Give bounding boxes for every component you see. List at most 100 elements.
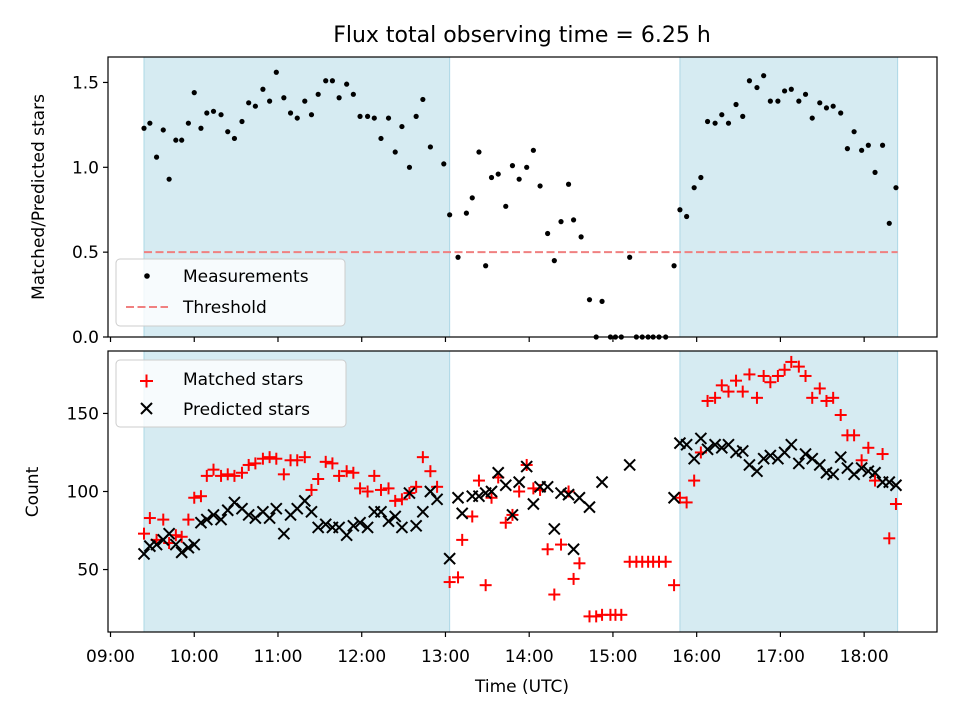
predicted-star-point <box>430 493 444 506</box>
measurement-point <box>733 101 739 108</box>
predicted-star-point <box>175 546 188 559</box>
measurement-point <box>740 113 746 119</box>
matched-star-point <box>361 485 374 498</box>
matched-star-point <box>354 482 367 495</box>
shaded-region <box>679 350 899 633</box>
predicted-star-point <box>573 491 586 504</box>
matched-star-point <box>277 468 290 481</box>
matched-star-point <box>188 491 201 504</box>
predicted-star-point <box>150 538 163 551</box>
predicted-star-point <box>667 491 681 504</box>
matched-star-point <box>182 513 195 526</box>
matched-star-point <box>555 538 568 551</box>
matched-star-point <box>194 490 207 503</box>
matched-star-point <box>806 391 819 404</box>
matched-star-point <box>249 457 262 470</box>
matched-star-point <box>715 379 728 392</box>
matched-star-point <box>456 533 469 546</box>
matched-star-point <box>452 571 465 584</box>
measurement-point <box>712 120 718 126</box>
measurement-point <box>323 78 329 84</box>
measurement-point <box>809 115 815 121</box>
measurement-point <box>503 203 509 209</box>
predicted-star-point <box>583 500 596 514</box>
measurement-point <box>406 164 413 170</box>
matched-star-point <box>792 360 805 373</box>
measurement-point <box>586 297 593 303</box>
measurement-point <box>447 212 453 218</box>
measurement-point <box>273 69 279 75</box>
measurement-point <box>141 125 147 131</box>
measurement-point <box>823 105 830 111</box>
predicted-star-point <box>188 538 201 551</box>
predicted-star-point <box>182 541 195 554</box>
measurement-point <box>441 161 447 167</box>
matched-star-point <box>291 454 304 467</box>
measurement-point <box>551 258 557 264</box>
measurement-point <box>788 86 794 92</box>
matched-star-point <box>207 463 220 476</box>
predicted-star-point <box>361 521 374 534</box>
measurement-point <box>267 98 273 104</box>
measurement-point <box>725 120 732 126</box>
measurement-point <box>781 88 788 94</box>
measurement-point <box>166 176 172 182</box>
y-tick-label: 100 <box>67 483 99 503</box>
predicted-star-point <box>883 475 896 489</box>
x-tick-label: 12:00 <box>337 647 386 667</box>
matched-star-point <box>813 382 826 395</box>
matched-star-point <box>431 480 444 493</box>
matched-star-point <box>326 457 339 470</box>
matched-star-point <box>298 451 311 464</box>
predicted-star-point <box>764 449 777 462</box>
bottom-x-axis: 09:00 10:00 11:00 12:00 13:00 14:00 15:00 16:00… <box>86 632 889 667</box>
top-legend: Measurements Threshold <box>115 258 346 327</box>
measurement-point <box>294 115 300 121</box>
measurement-point <box>565 181 572 187</box>
matched-star-point <box>368 469 381 482</box>
predicted-star-point <box>492 466 505 479</box>
matched-star-point <box>750 391 763 404</box>
matched-star-point <box>848 429 861 442</box>
matched-star-point <box>659 555 672 568</box>
measurement-point <box>893 185 899 191</box>
predicted-star-point <box>263 511 276 525</box>
predicted-star-point <box>889 479 903 492</box>
predicted-star-point <box>485 485 498 498</box>
predicted-star-point <box>214 513 228 526</box>
measurement-point <box>364 113 371 119</box>
measurement-point <box>399 123 405 130</box>
x-tick-label: 09:00 <box>86 647 135 667</box>
predicted-star-point <box>595 475 609 489</box>
measurement-point <box>231 135 238 142</box>
measurement-point <box>879 142 886 148</box>
chart-title: Flux total observing time = 6.25 h <box>333 23 711 48</box>
predicted-star-point <box>834 450 847 464</box>
measurement-point <box>775 98 781 104</box>
matched-star-point <box>347 466 360 479</box>
predicted-star-point <box>855 461 868 475</box>
measurement-point <box>357 113 363 119</box>
measurement-point <box>420 96 426 103</box>
matched-star-point <box>883 532 896 545</box>
predicted-star-point <box>456 507 469 520</box>
measurement-point <box>344 81 350 87</box>
measurement-point <box>308 112 315 118</box>
bottom-panel: 50 100 150 09:00 10:00 11:00 12:00 13:00 14:00 1… <box>23 350 938 697</box>
measurement-point <box>851 129 857 135</box>
measurement-point <box>488 174 495 181</box>
matched-star-point <box>688 474 701 487</box>
measurement-point <box>476 149 482 155</box>
predicted-star-point <box>527 497 540 511</box>
matched-star-point <box>709 391 722 404</box>
matched-star-point <box>319 455 332 468</box>
measurement-point <box>455 254 461 260</box>
measurement-point <box>886 220 892 226</box>
matched-star-point <box>466 510 479 523</box>
x-tick-label: 10:00 <box>170 647 219 667</box>
measurement-point <box>509 163 516 169</box>
measurement-point <box>246 100 252 106</box>
matched-star-point <box>340 465 353 478</box>
predicted-star-point <box>499 479 512 492</box>
